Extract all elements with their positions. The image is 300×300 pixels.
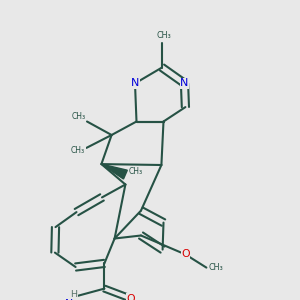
Text: N: N [180, 78, 189, 88]
Text: O: O [181, 249, 190, 260]
Text: CH₃: CH₃ [71, 112, 86, 121]
Text: CH₃: CH₃ [129, 167, 143, 176]
Text: CH₃: CH₃ [208, 263, 223, 272]
Text: N: N [65, 299, 73, 300]
Text: N: N [131, 78, 139, 88]
Text: H: H [70, 290, 78, 299]
Text: O: O [126, 293, 135, 300]
Text: CH₃: CH₃ [71, 146, 85, 155]
Polygon shape [101, 164, 127, 179]
Text: CH₃: CH₃ [156, 31, 171, 40]
